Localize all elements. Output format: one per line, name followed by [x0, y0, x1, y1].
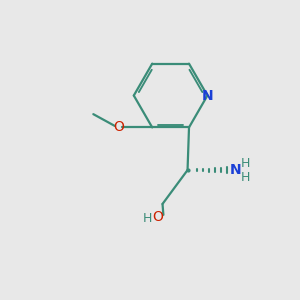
Text: O: O	[153, 210, 164, 224]
Text: O: O	[113, 120, 124, 134]
Text: H: H	[240, 171, 250, 184]
Text: H: H	[143, 212, 152, 225]
Text: N: N	[202, 88, 213, 103]
Text: H: H	[240, 157, 250, 170]
Text: N: N	[230, 163, 241, 177]
